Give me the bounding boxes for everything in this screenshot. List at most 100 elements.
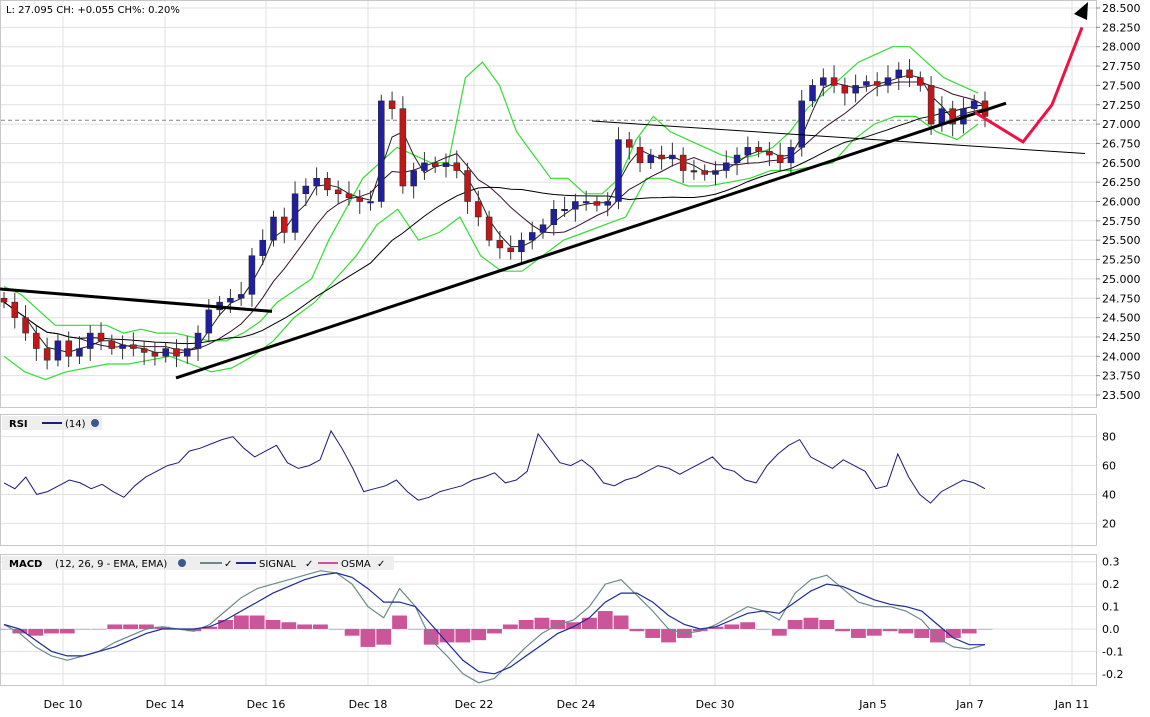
candle-body — [561, 208, 568, 211]
candle-body — [841, 85, 849, 94]
support-trendline — [175, 101, 1007, 380]
macd-settings-icon[interactable] — [178, 559, 186, 567]
candle-body — [194, 332, 202, 349]
osma-bar — [233, 615, 249, 629]
candle-body — [54, 340, 62, 361]
candle-body — [906, 69, 913, 78]
osma-bar — [613, 615, 629, 629]
osma-bar — [407, 628, 423, 630]
price-tick-label: 27.500 — [1102, 79, 1141, 92]
osma-bar — [930, 628, 945, 643]
candle-body — [130, 344, 137, 349]
candle-body — [809, 85, 816, 102]
rsi-settings-icon[interactable] — [91, 419, 99, 427]
candle-body — [830, 77, 838, 86]
osma-check-icon[interactable]: ✓ — [377, 559, 385, 570]
candle-body — [798, 100, 805, 148]
time-tick-label: Dec 24 — [557, 698, 596, 711]
candle-body — [97, 332, 105, 342]
rsi-tick-label: 40 — [1102, 488, 1116, 501]
osma-bar — [566, 622, 582, 629]
candle-body — [712, 170, 719, 175]
osma-bar — [12, 628, 28, 634]
candle-body — [679, 154, 687, 171]
resistance-trendline — [0, 287, 273, 313]
osma-label: OSMA — [341, 559, 371, 570]
osma-bar — [423, 628, 439, 645]
macd-header-bg — [2, 556, 394, 570]
candle-body — [227, 298, 234, 303]
candle-body — [690, 170, 698, 173]
candle-body — [884, 77, 892, 86]
osma-bar — [392, 615, 407, 629]
candle-body — [615, 139, 622, 202]
ma-slow-line — [3, 104, 986, 345]
osma-bar — [787, 620, 803, 629]
candle-body — [970, 100, 978, 109]
price-tick-label: 24.250 — [1102, 331, 1141, 344]
signal-check-icon[interactable]: ✓ — [305, 559, 313, 570]
candle-body — [539, 224, 547, 233]
candle-body — [464, 170, 471, 202]
candle-body — [378, 100, 385, 202]
forecast-arrow-line — [974, 26, 1084, 144]
signal-line — [3, 572, 985, 675]
osma-bar — [708, 626, 724, 629]
price-tick-label: 25.000 — [1102, 273, 1141, 286]
candle-body — [281, 216, 288, 233]
candle-body — [604, 201, 611, 206]
price-tick-label: 26.250 — [1102, 176, 1141, 189]
candle-body — [744, 147, 752, 156]
candle-body — [723, 162, 730, 171]
time-tick-label: Dec 16 — [247, 698, 286, 711]
time-tick-label: Dec 22 — [455, 698, 494, 711]
candle-body — [388, 100, 396, 109]
price-readout: L: 27.095 CH: +0.055 CH%: 0.20% — [6, 5, 180, 16]
candle-body — [528, 232, 536, 241]
osma-bar — [629, 628, 645, 632]
osma-bar — [75, 628, 91, 630]
osma-bar — [218, 620, 233, 629]
price-tick-label: 23.500 — [1102, 389, 1141, 402]
price-tick-label: 23.750 — [1102, 370, 1141, 383]
rsi-panel-frame — [0, 414, 1097, 546]
forecast-arrow-head — [1074, 2, 1088, 20]
candle-body — [895, 69, 903, 78]
price-tick-label: 27.250 — [1102, 99, 1141, 112]
osma-bar — [914, 628, 930, 638]
candle-body — [86, 332, 94, 349]
candle-body — [173, 348, 180, 357]
candle-body — [33, 332, 40, 349]
osma-bar — [313, 624, 328, 629]
candle-body — [669, 154, 676, 160]
osma-bar — [882, 628, 898, 632]
osma-bar — [724, 624, 740, 629]
rsi-tick-label: 60 — [1102, 460, 1116, 473]
time-tick-label: Jan 11 — [1054, 698, 1089, 711]
macd-series-layer — [0, 570, 993, 684]
candle-body — [399, 108, 407, 187]
osma-bar — [645, 628, 661, 638]
candle-body — [938, 108, 946, 125]
osma-bar — [186, 628, 202, 632]
macd-tick-label: -0.1 — [1102, 645, 1123, 658]
macd-check-icon[interactable]: ✓ — [224, 559, 232, 570]
candle-body — [572, 201, 579, 210]
osma-bar — [328, 628, 344, 630]
candle-body — [496, 239, 504, 249]
macd-tick-label: -0.2 — [1102, 668, 1123, 681]
macd-params: (12, 26, 9 - EMA, EMA) — [55, 559, 167, 570]
x-axis-ticks: Dec 10 Dec 14 Dec 16 Dec 18 Dec 22 Dec 24 Dec … — [44, 698, 1090, 711]
candle-body — [582, 201, 590, 204]
price-tick-label: 25.250 — [1102, 254, 1141, 267]
osma-bar — [819, 620, 835, 629]
signal-label: SIGNAL — [259, 559, 296, 570]
candle-body — [852, 85, 859, 94]
candle-body — [270, 216, 277, 241]
candle-body — [787, 147, 795, 164]
osma-bar — [740, 622, 756, 629]
candle-body — [636, 147, 644, 164]
candle-body — [76, 348, 83, 357]
candle-body — [949, 108, 956, 125]
macd-line — [3, 570, 986, 684]
